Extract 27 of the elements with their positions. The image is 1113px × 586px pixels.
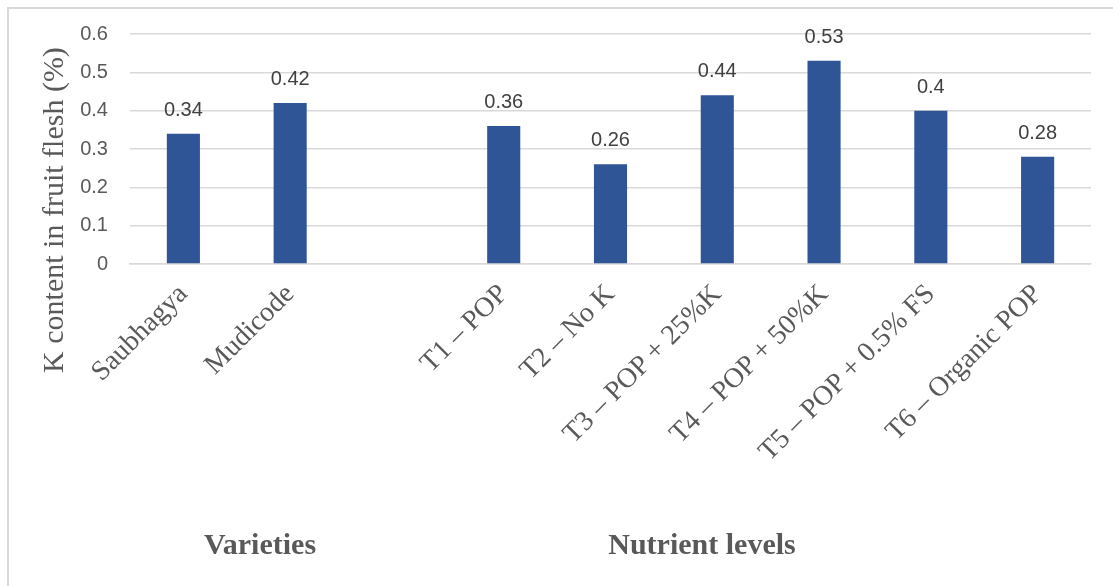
y-tick-label: 0.6 — [80, 21, 108, 44]
x-tick-label: T1 – POP — [413, 277, 514, 378]
bar — [807, 60, 841, 264]
y-tick-label: 0.5 — [80, 59, 108, 82]
data-label: 0.26 — [591, 128, 630, 151]
bar — [700, 95, 734, 264]
bar — [487, 126, 521, 264]
y-tick-label: 0.4 — [80, 98, 108, 121]
y-tick-label: 0.1 — [80, 213, 108, 236]
bar — [273, 103, 307, 264]
data-label: 0.36 — [484, 90, 524, 112]
data-label: 0.28 — [1018, 120, 1058, 143]
text: Varieties — [202, 527, 318, 561]
bar — [166, 133, 200, 264]
y-axis-title: K content in fruit flesh (%) — [35, 47, 70, 373]
text: Nutrient levels — [607, 527, 797, 561]
data-label: 0.44 — [697, 59, 737, 82]
data-label: 0.42 — [270, 67, 310, 89]
y-tick-label: 0.2 — [80, 174, 108, 197]
data-label: 0.53 — [804, 24, 844, 47]
y-tick-label: 0 — [96, 251, 108, 274]
y-tick-label: 0.3 — [80, 136, 108, 159]
data-label: 0.34 — [163, 97, 203, 120]
data-label: 0.4 — [916, 74, 945, 97]
bar — [593, 164, 628, 264]
bar — [1021, 156, 1055, 264]
bar — [914, 110, 948, 264]
